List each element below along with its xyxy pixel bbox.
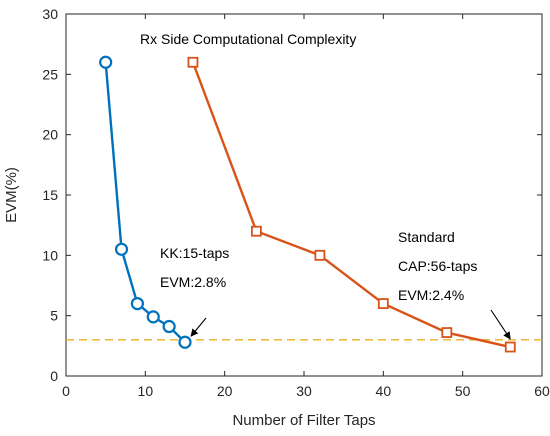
x-tick-label: 50 — [455, 383, 471, 399]
annotation-1-line: KK:15-taps — [160, 245, 229, 261]
chart-title: Rx Side Computational Complexity — [140, 31, 356, 47]
y-tick-label: 25 — [42, 66, 58, 82]
annotation-1-arrow — [190, 317, 207, 337]
x-tick-label: 30 — [296, 383, 312, 399]
annotation-2-line: CAP:56-taps — [398, 258, 477, 274]
y-tick-label: 15 — [42, 187, 58, 203]
x-tick-label: 20 — [217, 383, 233, 399]
annotations-group: KK:15-taps EVM:2.8% Standard CAP:56-taps EVM… — [160, 229, 511, 340]
y-axis-label: EVM(%) — [3, 167, 20, 223]
series-2-point — [377, 298, 389, 310]
series-line-2 — [191, 61, 511, 349]
y-tick-label: 20 — [42, 127, 58, 143]
x-tick-label: 10 — [138, 383, 154, 399]
series-2-point — [250, 225, 262, 237]
series-1-point — [146, 310, 160, 324]
series-1-point — [162, 319, 176, 334]
annotation-2-arrow — [490, 309, 511, 340]
series-1-point — [178, 335, 192, 349]
series-1-point — [99, 55, 113, 69]
x-tick-label: 40 — [376, 383, 392, 399]
series-2-point — [441, 327, 453, 338]
y-tick-label: 10 — [42, 247, 58, 263]
series-2-point — [504, 341, 516, 353]
axis-ticks: 0 10 20 30 40 50 60 0 5 10 15 20 25 30 — [42, 6, 550, 399]
annotation-1-line: EVM:2.8% — [160, 274, 226, 290]
y-tick-label: 5 — [50, 308, 58, 324]
x-tick-label: 0 — [62, 383, 70, 399]
y-tick-label: 30 — [42, 6, 58, 22]
series-1-point — [114, 242, 129, 256]
plot-area — [65, 13, 543, 377]
annotation-2-line: Standard — [398, 229, 455, 245]
annotation-2-line: EVM:2.4% — [398, 287, 464, 303]
y-tick-label: 0 — [50, 368, 58, 384]
x-tick-label: 60 — [534, 383, 550, 399]
series-1-point — [130, 297, 144, 311]
x-axis-label: Number of Filter Taps — [232, 412, 375, 429]
series-2-point — [187, 56, 199, 68]
series-group — [99, 55, 516, 353]
series-2-point — [314, 249, 326, 261]
